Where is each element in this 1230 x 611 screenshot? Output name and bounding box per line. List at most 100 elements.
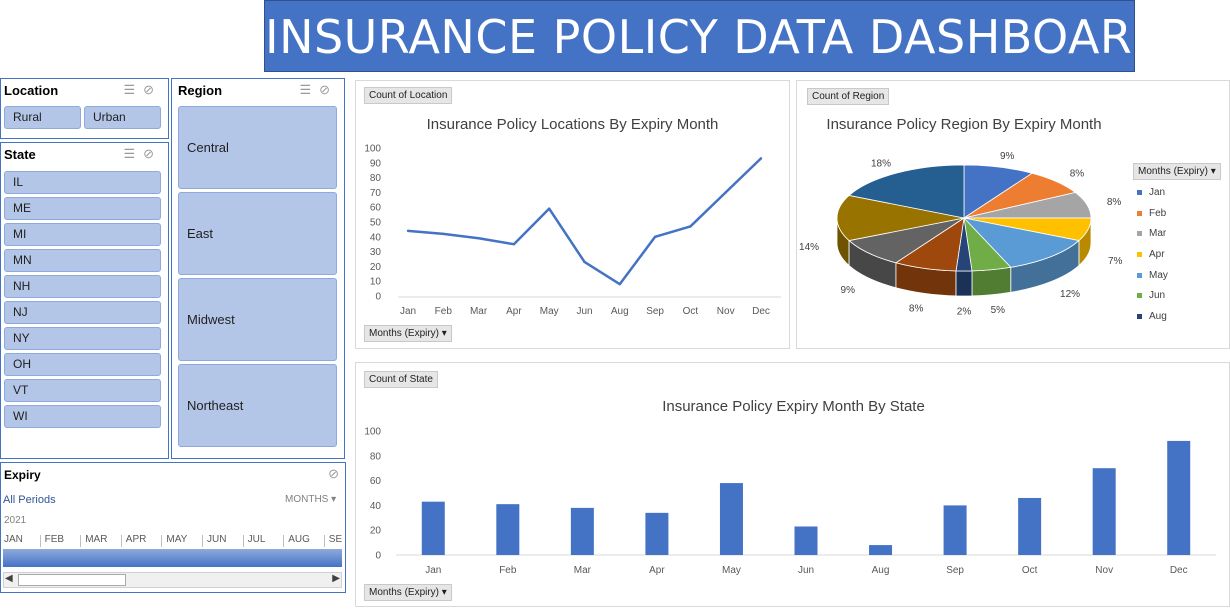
- x-tick-label: Jan: [425, 565, 441, 576]
- slicer-item-state-me[interactable]: ME: [4, 197, 161, 220]
- legend-swatch: [1137, 210, 1142, 216]
- x-tick-label: Aug: [611, 306, 629, 317]
- x-tick-label: Oct: [683, 306, 699, 317]
- timeline-month-apr[interactable]: APR: [125, 534, 147, 545]
- slicer-item-state-oh[interactable]: OH: [4, 353, 161, 376]
- data-point: [406, 229, 410, 233]
- multi-select-icon[interactable]: ☰: [123, 146, 144, 161]
- x-tick-label: May: [540, 306, 559, 317]
- pie-data-label: 12%: [1060, 289, 1080, 300]
- timeline-period-bar[interactable]: [3, 549, 342, 567]
- legend-swatch: [1137, 189, 1142, 195]
- slicer-item-region-northeast[interactable]: Northeast: [178, 364, 337, 447]
- slicer-item-state-nh[interactable]: NH: [4, 275, 161, 298]
- slicer-item-region-east[interactable]: East: [178, 192, 337, 275]
- count-of-location-button[interactable]: Count of Location: [364, 87, 453, 104]
- slicer-item-urban[interactable]: Urban: [84, 106, 161, 129]
- timeline-periods-label: All Periods: [3, 494, 56, 506]
- months-expiry-axis-button[interactable]: Months (Expiry) ▾: [364, 584, 452, 601]
- timeline-month-aug[interactable]: AUG: [288, 534, 310, 545]
- line-chart: 0 10 20 30 40 50 60 70 80 90 100 Jan Feb Mar Apr May Jun…: [364, 144, 781, 317]
- timeline-tick: [80, 535, 82, 547]
- clear-filter-icon[interactable]: ⊘: [143, 146, 162, 161]
- timeline-tick: [120, 535, 122, 547]
- slicer-item-state-mn[interactable]: MN: [4, 249, 161, 272]
- clear-filter-icon[interactable]: ⊘: [328, 466, 339, 481]
- dropdown-arrow-icon: ▾: [441, 328, 447, 339]
- timeline-tick: [323, 535, 325, 547]
- dropdown-arrow-icon: ▾: [441, 587, 447, 598]
- pie-data-label: 8%: [1070, 169, 1085, 180]
- pie-slice: [836, 195, 965, 241]
- slicer-item-state-ny[interactable]: NY: [4, 327, 161, 350]
- data-point: [653, 235, 657, 238]
- y-tick-label: 80: [370, 451, 382, 462]
- expiry-timeline: Expiry ⊘ All Periods MONTHS ▾ 2021 JAN FE…: [0, 462, 346, 593]
- count-of-region-button[interactable]: Count of Region: [807, 88, 890, 105]
- count-of-state-button[interactable]: Count of State: [364, 371, 438, 388]
- pie-slice: [962, 217, 1080, 268]
- scroll-thumb[interactable]: [18, 574, 126, 586]
- legend-item: Feb: [1137, 203, 1227, 224]
- data-point: [548, 207, 551, 210]
- timeline-title: Expiry: [4, 468, 41, 482]
- months-expiry-legend-button[interactable]: Months (Expiry) ▾: [1133, 163, 1221, 180]
- legend-label: Jun: [1149, 290, 1166, 302]
- timeline-month-jul[interactable]: JUL: [247, 534, 266, 545]
- slicer-item-state-nj[interactable]: NJ: [4, 301, 161, 324]
- slicer-item-region-central[interactable]: Central: [178, 106, 337, 189]
- data-point: [583, 260, 586, 264]
- legend-label: Feb: [1149, 207, 1167, 219]
- x-tick-label: Jun: [576, 306, 592, 317]
- x-tick-label: Nov: [717, 306, 735, 317]
- pie-chart-title: Insurance Policy Region By Expiry Month: [826, 116, 1102, 133]
- pie-chart: 9% 8% 8% 7% 12% 5% 2% 8% 9% 14% 18%: [799, 151, 1122, 318]
- y-tick-label: 100: [364, 427, 381, 438]
- timeline-level-dropdown[interactable]: MONTHS ▾: [285, 494, 337, 505]
- timeline-month-se[interactable]: SE: [328, 534, 343, 545]
- timeline-scrollbar[interactable]: ◀ ▶: [3, 572, 342, 588]
- x-tick-label: Nov: [1095, 565, 1113, 576]
- slicer-item-region-midwest[interactable]: Midwest: [178, 278, 337, 361]
- legend-swatch: [1137, 313, 1142, 319]
- chevron-down-icon: ▾: [331, 494, 337, 505]
- multi-select-icon[interactable]: ☰: [299, 82, 320, 97]
- multi-select-icon[interactable]: ☰: [123, 82, 144, 97]
- bar: [496, 504, 520, 555]
- x-tick-label: Dec: [1170, 565, 1188, 576]
- clear-filter-icon[interactable]: ⊘: [319, 82, 338, 97]
- slicer-item-state-il[interactable]: IL: [4, 171, 161, 194]
- timeline-month-mar[interactable]: MAR: [85, 534, 108, 545]
- dashboard-title: INSURANCE POLICY DATA DASHBOARD: [264, 0, 1135, 72]
- x-tick-label: Dec: [752, 306, 770, 317]
- scroll-right-icon[interactable]: ▶: [332, 573, 340, 584]
- y-tick-label: 0: [375, 551, 381, 562]
- x-tick-label: Mar: [470, 306, 488, 317]
- timeline-month-jan[interactable]: JAN: [4, 534, 23, 545]
- scroll-left-icon[interactable]: ◀: [5, 573, 13, 584]
- slicer-item-state-mi[interactable]: MI: [4, 223, 161, 246]
- bar: [645, 512, 669, 555]
- region-slicer-header: Region ☰⊘: [172, 79, 344, 101]
- data-point: [759, 157, 763, 160]
- timeline-month-may[interactable]: MAY: [166, 534, 188, 545]
- data-point: [689, 225, 692, 228]
- y-tick-label: 70: [370, 188, 382, 199]
- series-line: [407, 157, 762, 286]
- x-tick-label: Feb: [499, 565, 517, 576]
- timeline-month-jun[interactable]: JUN: [207, 534, 227, 545]
- timeline-month-feb[interactable]: FEB: [44, 534, 65, 545]
- slicer-item-rural[interactable]: Rural: [4, 106, 81, 129]
- months-expiry-axis-button[interactable]: Months (Expiry) ▾: [364, 325, 452, 342]
- location-slicer-title: Location: [4, 83, 59, 98]
- legend-label: Jan: [1149, 186, 1166, 198]
- bar: [719, 483, 743, 555]
- slicer-item-state-vt[interactable]: VT: [4, 379, 161, 402]
- x-tick-label: Aug: [872, 565, 890, 576]
- state-slicer-title: State: [4, 147, 36, 162]
- clear-filter-icon[interactable]: ⊘: [143, 82, 162, 97]
- x-tick-label: Oct: [1022, 565, 1038, 576]
- pie-data-label: 18%: [871, 158, 891, 169]
- legend-item: Aug: [1137, 306, 1227, 327]
- slicer-item-state-wi[interactable]: WI: [4, 405, 161, 428]
